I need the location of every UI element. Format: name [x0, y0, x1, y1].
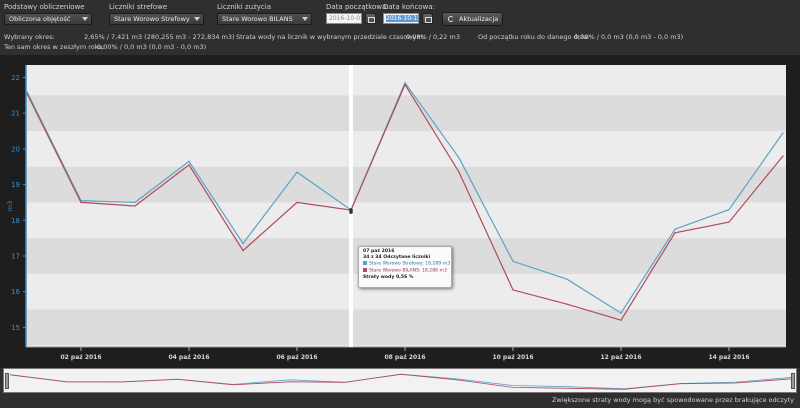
data-point	[296, 171, 298, 173]
tooltip-usage-value: Stare Worowo BILANS: 18,286 m3	[369, 269, 447, 275]
start-date-calendar-icon[interactable]	[365, 13, 376, 24]
y-tick-label: 19	[11, 181, 20, 189]
basis-select[interactable]: Obliczona objętość	[4, 13, 92, 25]
y-tick-label: 18	[11, 217, 20, 225]
data-point	[512, 260, 514, 262]
grid-band	[26, 166, 786, 203]
start-date-value: 2016-10-01	[329, 15, 362, 22]
ytd-label: Od początku roku do danego dnia:	[478, 33, 590, 41]
data-point	[566, 278, 568, 280]
last-year-label: Ten sam okres w zeszłym roku:	[4, 43, 105, 51]
footer-note: Zwiększone straty wody mogą być spowodow…	[551, 396, 794, 404]
basis-select-value: Obliczona objętość	[9, 15, 71, 23]
x-tick-label: 12 paź 2016	[600, 354, 641, 361]
chevron-down-icon	[82, 17, 88, 21]
data-point	[728, 208, 730, 211]
tooltip-readings: 34 z 34 Odczytane liczniki	[363, 255, 431, 261]
data-point	[404, 84, 406, 86]
data-point	[242, 242, 244, 245]
water-loss-chart[interactable]: 15 16 17 18 19 20 21 22 m3 02 paź 2016 04 paź 2016…	[0, 55, 800, 368]
end-date-label: Data końcowa:	[383, 3, 435, 11]
data-point	[674, 228, 676, 230]
basis-label: Podstawy obliczeniowe	[4, 3, 85, 11]
data-point	[242, 250, 244, 252]
tooltip-date: 07 paź 2016	[363, 249, 395, 254]
refresh-icon	[448, 16, 454, 22]
data-point	[134, 205, 136, 207]
data-point	[188, 164, 190, 166]
meter-loss-value: 0,08% / 0,22 m3	[406, 33, 460, 41]
data-point	[80, 201, 82, 204]
data-point	[620, 319, 622, 321]
data-point	[620, 312, 622, 314]
data-point	[458, 171, 460, 173]
tooltip-loss: Straty wody 0,56 %	[363, 275, 414, 281]
data-point	[782, 132, 784, 134]
zone-meters-select[interactable]: Stare Worowo Strefowy	[109, 13, 204, 25]
start-date-label: Data początkowa:	[326, 3, 389, 11]
data-point	[26, 92, 28, 95]
meter-loss-label: Strata wody na licznik w wybranym przedz…	[236, 33, 425, 41]
data-point	[458, 157, 460, 159]
data-point	[782, 155, 784, 157]
y-tick-label: 20	[11, 145, 20, 153]
tooltip-zone-value: Stare Worowo Strefowy: 18,289 m3	[369, 262, 451, 268]
x-tick-label: 08 paź 2016	[384, 354, 425, 361]
data-point	[674, 232, 676, 234]
x-tick-label: 10 paź 2016	[492, 354, 533, 361]
data-point	[134, 201, 136, 204]
chart-tooltip: 07 paź 2016 34 z 34 Odczytane liczniki S…	[358, 246, 452, 288]
x-tick-label: 04 paź 2016	[168, 354, 209, 361]
hover-point	[349, 210, 353, 214]
data-point	[404, 82, 406, 84]
usage-meters-label: Liczniki zużycia	[217, 3, 271, 11]
ytd-value: 0,00% / 0,0 m3 (0,0 m3 - 0,0 m3)	[574, 33, 684, 41]
navigator-left-handle[interactable]	[5, 373, 9, 389]
data-point	[188, 160, 190, 162]
data-point	[26, 91, 28, 93]
end-date-calendar-icon[interactable]	[422, 13, 433, 24]
selected-period-value: 2,65% / 7,421 m3 (280,255 m3 - 272,834 m…	[84, 33, 235, 41]
data-point	[296, 201, 298, 204]
x-tick-label: 02 paź 2016	[60, 354, 101, 361]
zone-meters-select-value: Stare Worowo Strefowy	[114, 15, 190, 23]
y-tick-label: 22	[11, 74, 20, 82]
end-date-input[interactable]: 2016-10-15	[383, 13, 419, 24]
update-button[interactable]: Aktualizacja	[442, 12, 503, 26]
navigator-right-handle[interactable]	[791, 373, 795, 389]
zone-meters-label: Liczniki strefowe	[109, 3, 168, 11]
zone-series-swatch	[363, 261, 367, 266]
selected-period-label: Wybrany okres:	[4, 33, 55, 41]
usage-series-swatch	[363, 268, 367, 273]
usage-meters-select-value: Stare Worowo BILANS	[222, 15, 293, 23]
y-tick-label: 17	[11, 252, 20, 260]
y-axis-label: m3	[6, 201, 14, 211]
chevron-down-icon	[302, 17, 308, 21]
data-point	[566, 303, 568, 305]
grid-band	[26, 95, 786, 132]
x-tick-label: 14 paź 2016	[708, 354, 749, 361]
usage-meters-select[interactable]: Stare Worowo BILANS	[217, 13, 312, 25]
y-tick-label: 15	[11, 324, 20, 332]
chevron-down-icon	[194, 17, 200, 21]
start-date-input[interactable]: 2016-10-01	[326, 13, 362, 24]
y-tick-label: 21	[11, 110, 20, 118]
navigator-preview	[9, 373, 793, 390]
update-button-label: Aktualizacja	[459, 15, 499, 23]
navigator-series-line	[9, 373, 793, 390]
data-point	[512, 289, 514, 291]
y-tick-label: 16	[11, 288, 20, 296]
x-tick-label: 06 paź 2016	[276, 354, 317, 361]
last-year-value: 0,00% / 0,0 m3 (0,0 m3 - 0,0 m3)	[97, 43, 207, 51]
end-date-value: 2016-10-15	[386, 15, 419, 22]
data-point	[728, 221, 730, 223]
grid-band	[26, 309, 786, 346]
range-navigator[interactable]	[3, 368, 797, 393]
